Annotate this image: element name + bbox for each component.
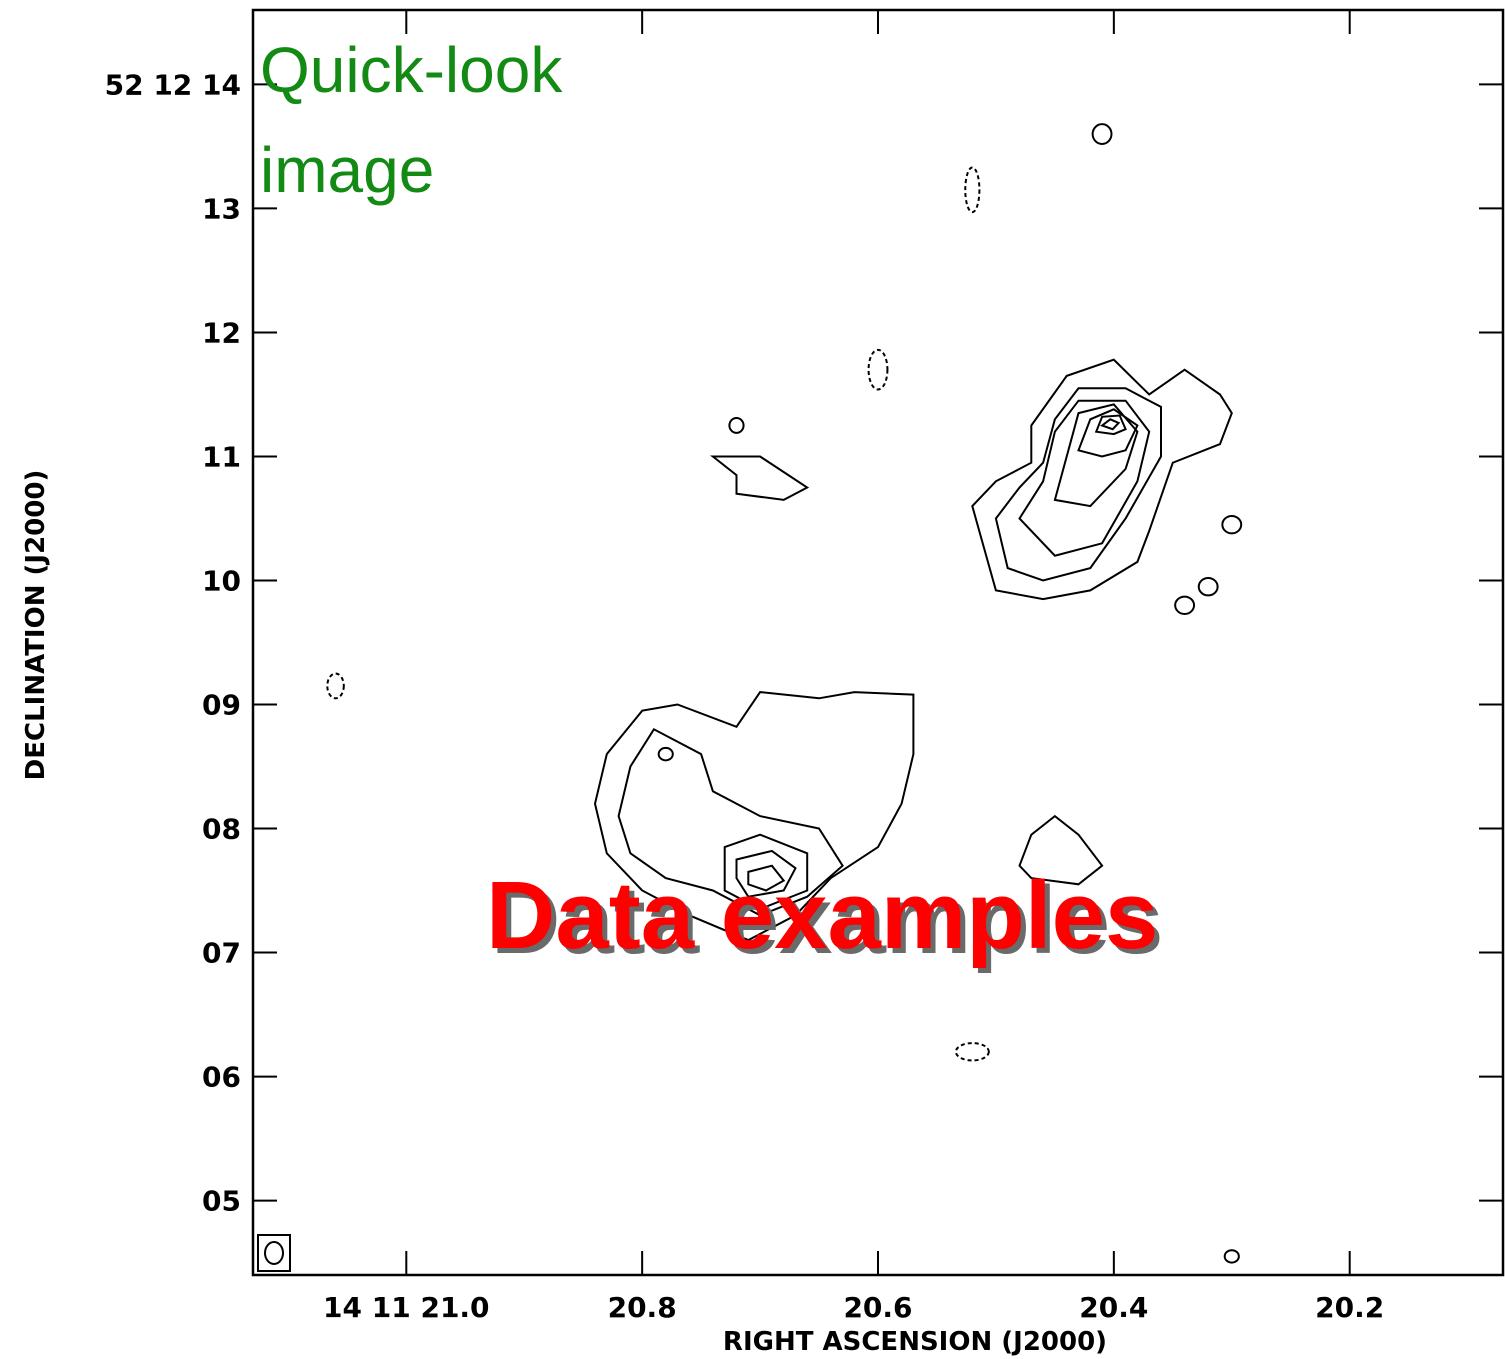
contour-north-lobe-5 <box>1077 408 1139 458</box>
contour-north-core <box>1100 418 1121 431</box>
quicklook-label-line2: image <box>260 134 434 206</box>
contour-north-lobe-1 <box>971 358 1233 601</box>
x-tick-label-3: 20.4 <box>1079 1291 1148 1324</box>
contour-south-core <box>747 864 786 892</box>
negative-contour-neg-1 <box>964 166 981 214</box>
y-tick-label-1: 13 <box>202 192 241 225</box>
contour-center-blob <box>1018 814 1104 886</box>
contour-blob-e <box>1223 1249 1240 1264</box>
y-tick-label-5: 09 <box>202 689 241 722</box>
contour-blob-d <box>1174 595 1196 615</box>
contour-north-lobe-2 <box>994 387 1162 582</box>
contour-south-lobe-4 <box>735 849 797 898</box>
contour-blob-b <box>1221 515 1243 535</box>
y-axis-title: DECLINATION (J2000) <box>21 470 51 781</box>
x-tick-label-4: 20.2 <box>1315 1291 1384 1324</box>
contour-south-lobe-1 <box>593 691 915 942</box>
contour-south-lobe-3 <box>723 833 809 911</box>
y-tick-label-2: 12 <box>202 316 241 349</box>
x-axis-title: RIGHT ASCENSION (J2000) <box>723 1327 1107 1357</box>
negative-contour-neg-3 <box>326 672 345 700</box>
contour-north-lobe-6 <box>1094 414 1127 436</box>
contour-blob-a <box>1091 123 1113 145</box>
contour-blob-g <box>657 746 674 762</box>
x-tick-label-2: 20.6 <box>843 1291 912 1324</box>
x-tick-label-1: 20.8 <box>608 1291 677 1324</box>
contour-south-lobe-2 <box>617 727 844 917</box>
y-tick-label-0: 52 12 14 <box>105 68 241 101</box>
y-tick-label-6: 08 <box>202 813 241 846</box>
x-tick-label-0: 14 11 21.0 <box>323 1291 490 1324</box>
contour-layer <box>326 123 1243 1264</box>
headline: Data examples <box>486 862 1158 969</box>
headline-shadow: Data examples <box>491 867 1163 974</box>
contour-blob-c <box>1197 577 1219 597</box>
negative-contour-neg-2 <box>867 348 889 391</box>
y-tick-label-3: 11 <box>202 440 241 473</box>
beam-marker <box>257 1234 291 1272</box>
quicklook-label-line1: Quick-look <box>260 34 563 106</box>
y-tick-label-7: 07 <box>202 937 241 970</box>
y-tick-label-8: 06 <box>202 1061 241 1094</box>
contour-east-blob <box>710 455 810 501</box>
plot-frame <box>251 8 1505 1277</box>
y-tick-label-9: 05 <box>202 1185 241 1218</box>
contour-blob-f <box>728 417 745 434</box>
tick-layer: 14 11 21.0 20.8 20.6 20.4 20.2 52 12 14 13 12 11… <box>105 10 1503 1324</box>
negative-contour-neg-4 <box>954 1042 990 1062</box>
contour-north-lobe-3 <box>1018 399 1151 557</box>
y-tick-label-4: 10 <box>202 564 241 597</box>
